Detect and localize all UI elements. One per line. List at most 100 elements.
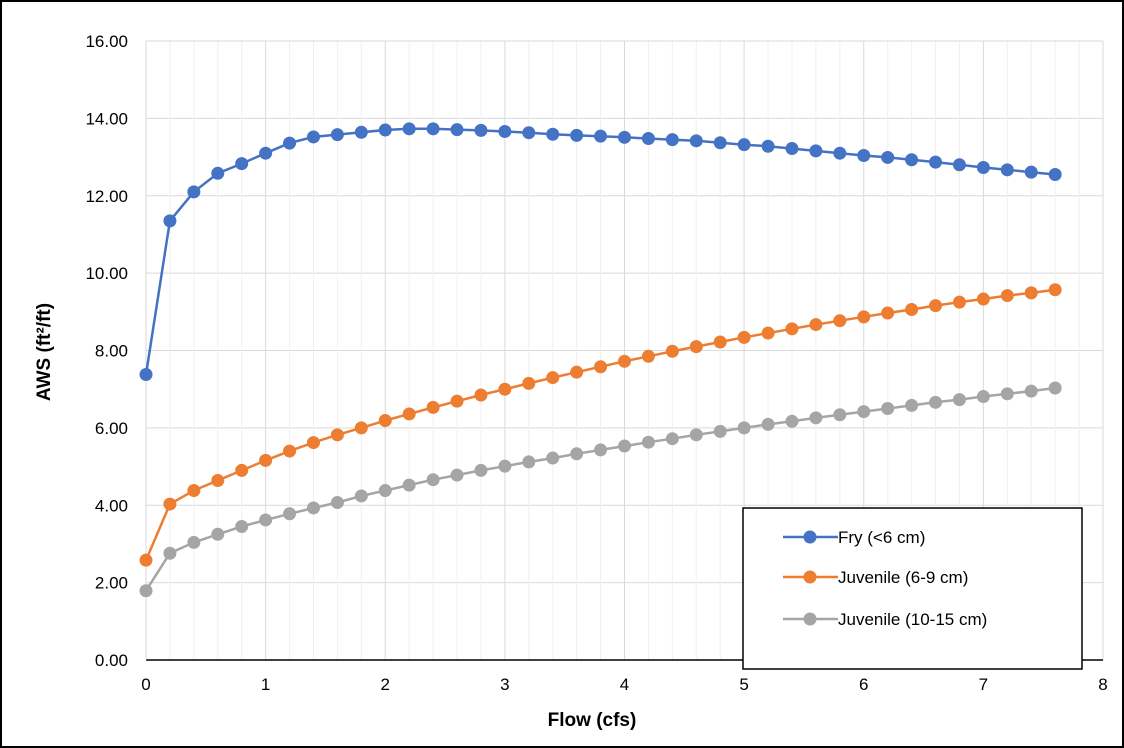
y-tick-label: 14.00 bbox=[85, 109, 128, 128]
data-point bbox=[641, 349, 655, 363]
y-tick-label: 10.00 bbox=[85, 264, 128, 283]
legend: Fry (<6 cm) Juvenile (6-9 cm) Juvenile (10… bbox=[742, 507, 1083, 670]
legend-marker bbox=[803, 570, 817, 584]
y-tick-label: 6.00 bbox=[95, 419, 128, 438]
data-point bbox=[498, 382, 512, 396]
data-point bbox=[594, 360, 608, 374]
data-point bbox=[737, 421, 751, 435]
y-tick-labels: 0.00 2.00 4.00 6.00 8.00 10.00 12.00 14.00 16.00 bbox=[85, 32, 128, 670]
data-point bbox=[450, 123, 464, 137]
data-point bbox=[378, 414, 392, 428]
data-point bbox=[929, 155, 943, 169]
x-tick-label: 4 bbox=[620, 675, 629, 694]
data-point bbox=[929, 299, 943, 313]
data-point bbox=[857, 310, 871, 324]
series-group bbox=[139, 283, 1062, 567]
data-point bbox=[570, 365, 584, 379]
data-point bbox=[618, 130, 631, 144]
data-point bbox=[737, 330, 751, 344]
data-point bbox=[546, 451, 560, 465]
data-point bbox=[833, 146, 847, 160]
data-point bbox=[139, 553, 153, 567]
data-point bbox=[330, 128, 344, 142]
data-point bbox=[641, 435, 655, 449]
data-point bbox=[211, 166, 225, 180]
data-point bbox=[570, 447, 584, 461]
data-point bbox=[594, 443, 608, 457]
data-point bbox=[450, 468, 464, 482]
data-point bbox=[522, 376, 536, 390]
data-point bbox=[976, 390, 990, 404]
data-point bbox=[378, 123, 392, 137]
data-point bbox=[713, 335, 727, 349]
data-point bbox=[474, 463, 488, 477]
data-point bbox=[522, 455, 536, 469]
data-point bbox=[881, 306, 895, 320]
data-point bbox=[618, 439, 631, 453]
data-point bbox=[761, 139, 775, 153]
data-point bbox=[187, 535, 201, 549]
legend-marker bbox=[803, 530, 817, 544]
data-point bbox=[426, 122, 440, 136]
data-point bbox=[211, 473, 225, 487]
data-point bbox=[378, 484, 392, 498]
data-point bbox=[1024, 384, 1038, 398]
data-point bbox=[259, 453, 273, 467]
legend-marker bbox=[803, 612, 817, 626]
y-axis-title: AWS (ft²/ft) bbox=[34, 303, 55, 401]
data-point bbox=[833, 408, 847, 422]
data-point bbox=[163, 214, 177, 228]
data-point bbox=[809, 144, 823, 158]
data-point bbox=[259, 513, 273, 527]
x-tick-labels: 0 1 2 3 4 5 6 7 8 bbox=[141, 675, 1107, 694]
data-point bbox=[1048, 167, 1062, 181]
data-point bbox=[474, 388, 488, 402]
data-point bbox=[1024, 286, 1038, 300]
data-point bbox=[139, 584, 153, 598]
data-point bbox=[1048, 283, 1062, 297]
data-point bbox=[139, 367, 153, 381]
x-tick-label: 8 bbox=[1098, 675, 1107, 694]
x-tick-label: 0 bbox=[141, 675, 150, 694]
y-tick-label: 2.00 bbox=[95, 574, 128, 593]
legend-box bbox=[742, 507, 1083, 670]
data-point bbox=[283, 444, 297, 458]
data-point bbox=[905, 398, 919, 412]
y-tick-label: 0.00 bbox=[95, 651, 128, 670]
data-point bbox=[187, 484, 201, 498]
data-point bbox=[283, 507, 297, 521]
y-tick-label: 16.00 bbox=[85, 32, 128, 51]
data-point bbox=[594, 129, 608, 143]
data-point bbox=[187, 185, 201, 199]
data-point bbox=[522, 126, 536, 140]
data-point bbox=[330, 496, 344, 510]
y-tick-label: 4.00 bbox=[95, 496, 128, 515]
data-point bbox=[163, 497, 177, 511]
data-point bbox=[498, 125, 512, 139]
data-point bbox=[785, 322, 799, 336]
data-point bbox=[235, 463, 249, 477]
legend-label: Juvenile (6-9 cm) bbox=[838, 568, 968, 587]
data-point bbox=[450, 394, 464, 408]
x-tick-label: 3 bbox=[500, 675, 509, 694]
data-point bbox=[1000, 289, 1014, 303]
data-point bbox=[1024, 165, 1038, 179]
legend-label: Fry (<6 cm) bbox=[838, 528, 925, 547]
data-point bbox=[976, 292, 990, 306]
data-point bbox=[976, 161, 990, 175]
data-point bbox=[881, 402, 895, 416]
data-point bbox=[952, 158, 966, 172]
data-point bbox=[737, 138, 751, 152]
data-point bbox=[354, 489, 368, 503]
data-point bbox=[785, 414, 799, 428]
data-point bbox=[641, 131, 655, 145]
data-point bbox=[1000, 163, 1014, 177]
data-point bbox=[665, 344, 679, 358]
data-point bbox=[713, 424, 727, 438]
data-point bbox=[809, 411, 823, 425]
data-point bbox=[952, 393, 966, 407]
data-point bbox=[689, 428, 703, 442]
data-point bbox=[546, 371, 560, 385]
